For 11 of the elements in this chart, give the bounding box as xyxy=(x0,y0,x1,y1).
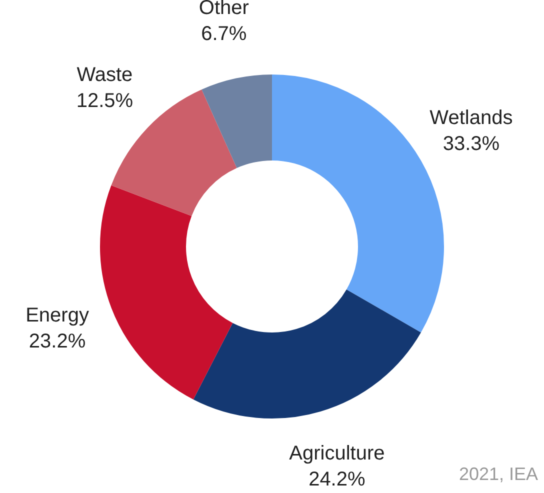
slice-label: Waste xyxy=(76,64,133,86)
data-label: 33.3% xyxy=(442,133,500,156)
slice-label: Other xyxy=(198,0,250,20)
slice-label: Wetlands xyxy=(430,107,513,130)
slice-label: Energy xyxy=(26,304,89,326)
data-label: 23.2% xyxy=(28,330,86,352)
slice-label: Agriculture xyxy=(289,442,385,465)
data-label: 24.2% xyxy=(308,468,366,491)
data-label: 12.5% xyxy=(76,90,134,112)
text: 2021, IEA xyxy=(458,464,538,485)
data-label: 6.7% xyxy=(201,23,247,46)
